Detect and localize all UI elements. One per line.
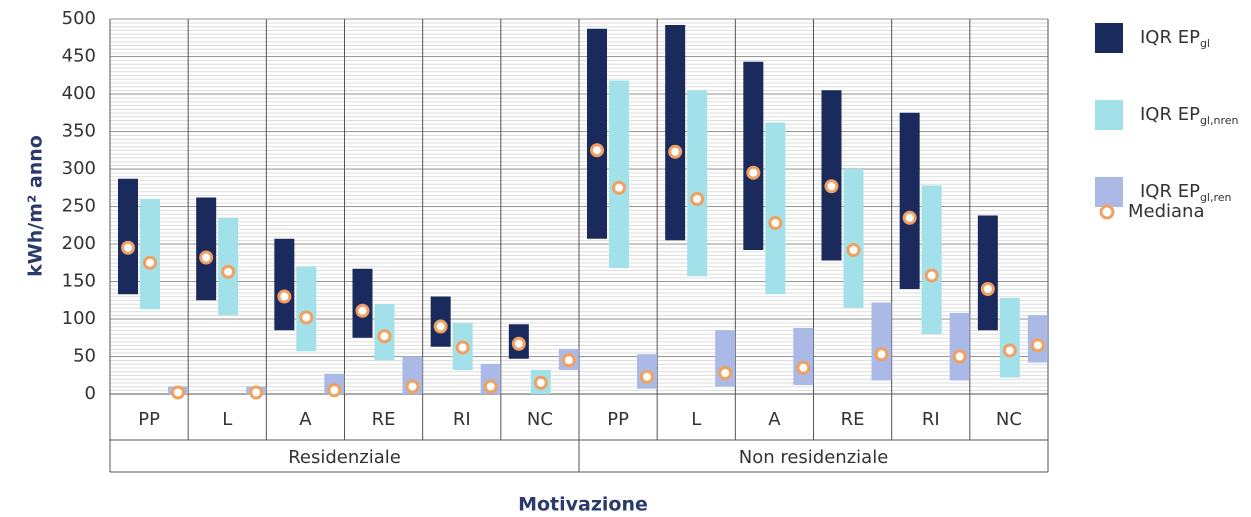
y-tick-label: 450 <box>62 46 96 67</box>
y-tick-label: 200 <box>62 233 96 254</box>
iqr-bar <box>949 313 970 381</box>
legend-swatch <box>1095 100 1123 130</box>
legend-label: Mediana <box>1128 201 1205 222</box>
median-marker <box>668 144 683 159</box>
legend-swatch <box>1095 177 1123 207</box>
median-marker <box>511 336 526 351</box>
iqr-bar <box>999 298 1020 378</box>
legend-name: IQR EP <box>1140 27 1200 48</box>
median-marker <box>874 347 889 362</box>
median-marker <box>433 319 448 334</box>
group-label: Non residenziale <box>739 447 889 468</box>
legend-name: IQR EP <box>1140 104 1200 125</box>
x-tick-label: NC <box>996 409 1022 430</box>
iqr-bar <box>118 178 138 295</box>
iqr-bar <box>274 238 295 331</box>
iqr-bar <box>196 197 217 301</box>
iqr-bar <box>765 122 786 295</box>
legend-sub: gl,ren <box>1200 191 1232 204</box>
x-tick-label: RI <box>453 409 471 430</box>
iqr-bar <box>899 112 920 289</box>
median-marker <box>824 179 839 194</box>
legend-swatch <box>1095 23 1123 53</box>
y-tick-label: 350 <box>62 121 96 142</box>
median-marker <box>718 366 733 380</box>
legend-label: IQR EPgl,ren <box>1140 181 1232 204</box>
y-tick-label: 0 <box>85 383 96 404</box>
median-marker <box>846 243 861 257</box>
x-tick-label: RE <box>372 409 396 430</box>
median-marker <box>902 210 917 225</box>
y-tick-label: 50 <box>73 346 96 367</box>
median-marker <box>221 264 236 279</box>
x-tick-label: RI <box>922 409 940 430</box>
iqr-bar <box>843 169 864 308</box>
legend-median-marker <box>1099 204 1115 220</box>
median-marker <box>612 180 626 195</box>
legend-sub: gl <box>1200 37 1210 50</box>
median-marker <box>355 303 370 318</box>
y-tick-label: 150 <box>62 271 96 292</box>
median-marker <box>590 143 604 158</box>
median-marker <box>299 310 314 325</box>
iqr-bar <box>587 28 607 239</box>
median-marker <box>768 216 783 230</box>
x-tick-label: L <box>691 409 701 430</box>
iqr-bar <box>977 215 998 331</box>
median-marker <box>121 240 135 255</box>
median-marker <box>924 268 939 283</box>
x-tick-label: PP <box>138 409 160 430</box>
median-marker <box>952 349 967 364</box>
group-label: Residenziale <box>288 447 401 468</box>
y-tick-label: 400 <box>62 83 96 104</box>
median-marker <box>746 165 761 180</box>
x-axis-label: Motivazione <box>518 494 648 516</box>
median-marker <box>690 192 705 206</box>
iqr-bar <box>821 90 842 261</box>
x-tick-label: RE <box>841 409 865 430</box>
x-tick-label: L <box>222 409 232 430</box>
median-marker <box>377 329 392 344</box>
y-axis-label: kWh/m² anno <box>25 135 47 277</box>
iqr-bar <box>140 199 160 310</box>
median-marker <box>249 385 264 400</box>
iqr-bar <box>743 61 764 250</box>
x-tick-label: A <box>299 409 312 430</box>
x-tick-label: A <box>768 409 781 430</box>
iqr-bar <box>352 268 373 338</box>
x-tick-label: PP <box>607 409 629 430</box>
iqr-bar <box>793 328 814 385</box>
y-tick-label: 100 <box>62 308 96 329</box>
legend-name: IQR EP <box>1140 181 1200 202</box>
legend-sub: gl,nren <box>1200 114 1239 127</box>
iqr-bar <box>609 80 629 268</box>
median-marker <box>1030 338 1045 353</box>
median-marker <box>533 375 548 390</box>
y-tick-label: 500 <box>62 8 96 29</box>
x-tick-label: NC <box>527 409 553 430</box>
y-tick-label: 300 <box>62 158 96 179</box>
iqr-bar <box>921 185 942 334</box>
iqr-bar <box>296 266 317 352</box>
median-marker <box>640 369 654 384</box>
median-marker <box>483 379 498 394</box>
median-marker <box>199 250 214 265</box>
median-marker <box>980 282 995 296</box>
legend-label: IQR EPgl,nren <box>1140 104 1238 127</box>
iqr-bar <box>687 90 708 277</box>
legend-label: IQR EPgl <box>1140 27 1210 50</box>
median-marker <box>561 353 576 368</box>
median-marker <box>796 360 811 375</box>
median-marker <box>327 383 342 398</box>
median-marker <box>277 289 292 304</box>
median-marker <box>171 385 185 400</box>
iqr-bar <box>665 25 686 241</box>
iqr-bar <box>871 302 892 381</box>
median-marker <box>143 255 157 270</box>
median-marker <box>455 340 470 355</box>
median-marker <box>1002 343 1017 358</box>
y-tick-label: 250 <box>62 196 96 217</box>
median-marker <box>405 379 420 394</box>
